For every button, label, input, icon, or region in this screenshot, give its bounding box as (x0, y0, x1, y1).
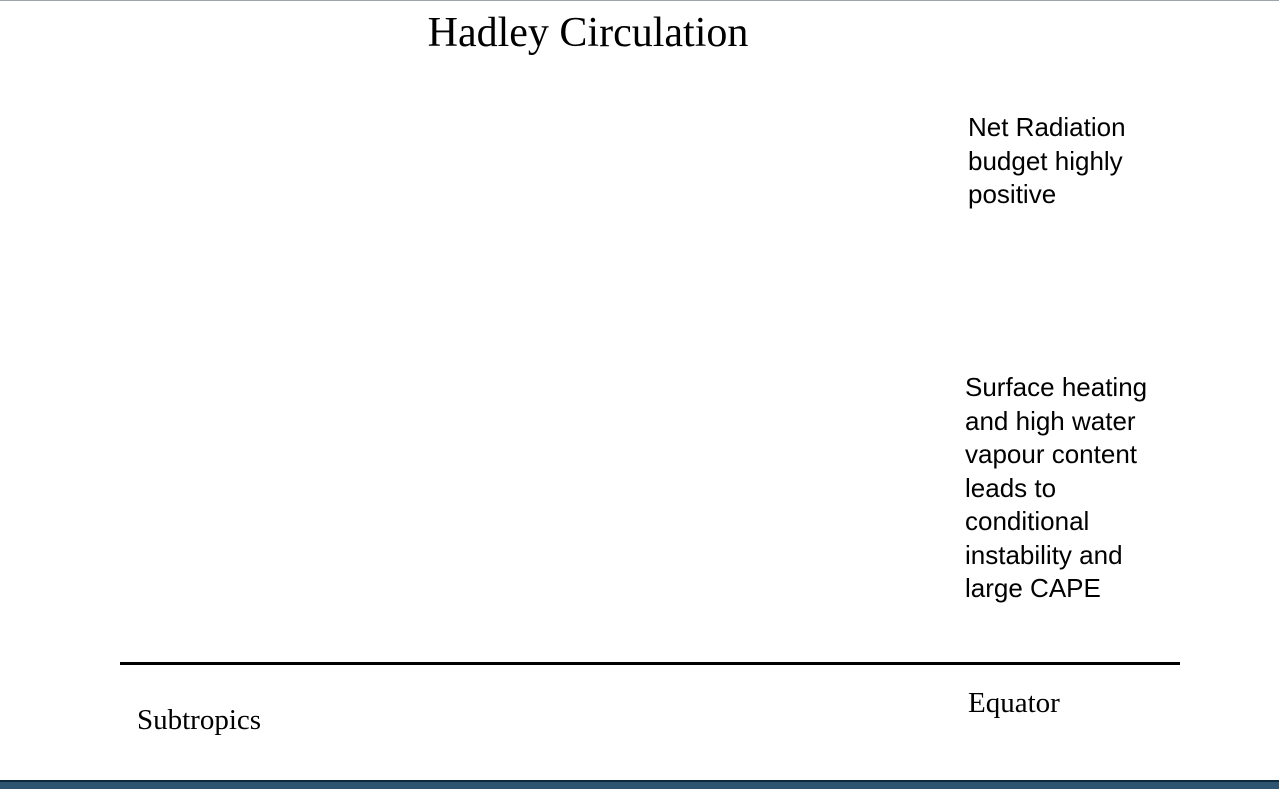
instability-note: Surface heating and high water vapour co… (965, 371, 1175, 606)
note-line: positive (968, 179, 1057, 209)
net-radiation-note: Net Radiation budget highly positive (968, 111, 1168, 212)
diagram-title: Hadley Circulation (427, 10, 749, 56)
note-line: large CAPE (965, 573, 1101, 603)
note-line: leads to (965, 472, 1057, 503)
equator-label: Equator (968, 687, 1060, 719)
note-line: conditional (965, 506, 1090, 536)
top-border (0, 0, 1279, 1)
surface-line (120, 662, 1180, 665)
bottom-band-edge (0, 780, 1279, 782)
note-line: and high water (965, 405, 1136, 436)
note-line: budget highly (968, 145, 1123, 176)
subtropics-label: Subtropics (137, 704, 262, 736)
note-line: Surface heating (965, 372, 1148, 402)
note-line: Net Radiation (968, 112, 1126, 142)
bottom-band (0, 780, 1279, 789)
note-line: vapour content (965, 439, 1138, 469)
note-line: instability and (965, 539, 1123, 570)
